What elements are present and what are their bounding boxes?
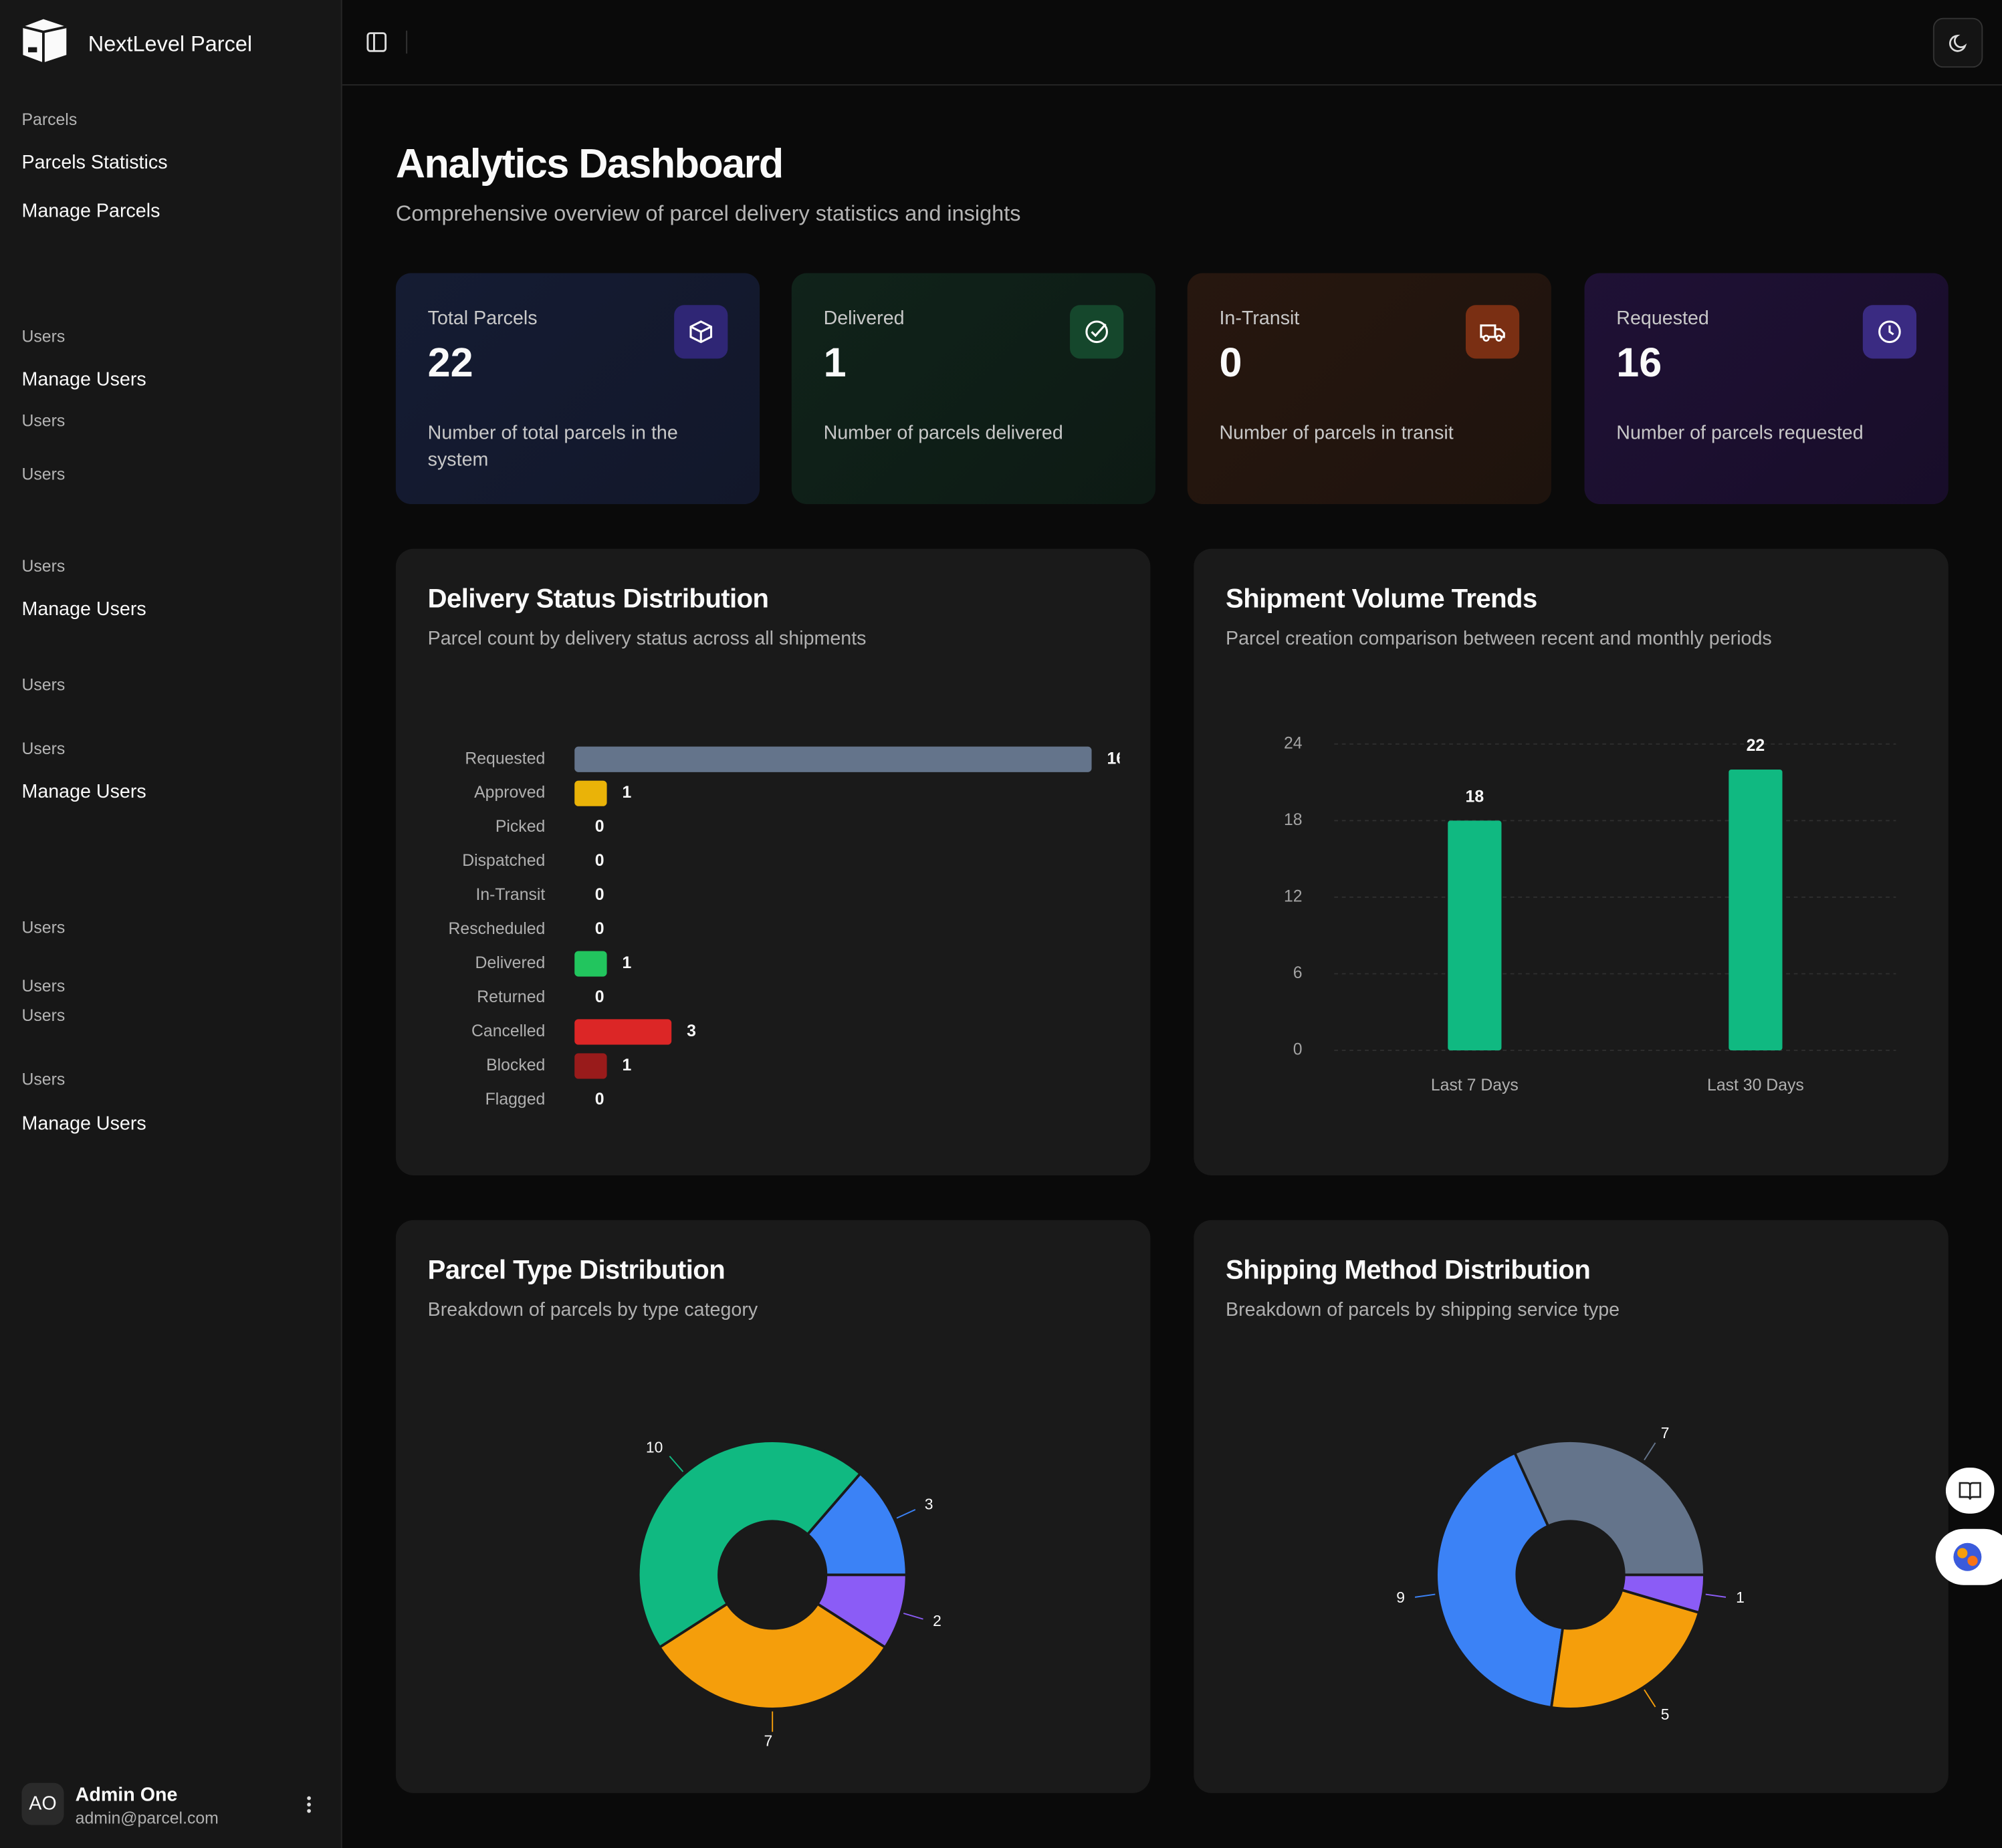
nav-item: Users (21, 326, 66, 346)
chart-subtitle: Breakdown of parcels by shipping service… (1226, 1299, 1620, 1321)
chart-title: Delivery Status Distribution (427, 584, 769, 614)
card-label: Requested (1616, 308, 1709, 330)
stat-card: Delivered 1 Number of parcels delivered (791, 273, 1156, 504)
nav-item: Users (21, 675, 66, 695)
card-label: Delivered (823, 308, 905, 330)
avatar[interactable]: AO (21, 1782, 64, 1825)
user-name: Admin One (75, 1784, 178, 1806)
nav-item[interactable]: Manage Users (21, 598, 146, 620)
nav-item: Users (21, 411, 66, 431)
stat-card: Total Parcels 22 Number of total parcels i… (395, 273, 760, 504)
card-icon (1862, 305, 1917, 359)
logo (22, 19, 67, 63)
brand: NextLevel Parcel (88, 31, 253, 56)
nav-item[interactable]: Manage Users (21, 781, 146, 803)
nav-item[interactable]: Manage Parcels (21, 200, 160, 223)
page-subtitle: Comprehensive overview of parcel deliver… (395, 201, 1021, 226)
nav-item: Users (21, 1006, 66, 1025)
stat-card: Requested 16 Number of parcels requested (1584, 273, 1949, 504)
card-description: Number of parcels in transit (1219, 422, 1454, 445)
nav-item[interactable]: Manage Users (21, 368, 146, 391)
chart-panel: Shipment Volume Trends Parcel creation co… (1194, 548, 1949, 1176)
stat-card: In-Transit 0 Number of parcels in transit (1187, 273, 1551, 504)
sidebar-toggle[interactable] (366, 32, 387, 53)
user-menu[interactable] (299, 1795, 320, 1815)
nav-item: Users (21, 464, 66, 484)
card-label: Total Parcels (427, 308, 538, 330)
card-icon (1070, 305, 1124, 359)
card-value: 16 (1616, 339, 1662, 386)
card-label: In-Transit (1219, 308, 1300, 330)
docs-button[interactable] (1945, 1468, 1995, 1514)
chart-title: Shipment Volume Trends (1226, 584, 1537, 614)
card-description: Number of parcels requested (1616, 422, 1864, 445)
chart-title: Shipping Method Distribution (1226, 1256, 1591, 1286)
chart-subtitle: Parcel count by delivery status across a… (427, 628, 867, 650)
chart-panel: Parcel Type Distribution Breakdown of par… (395, 1220, 1151, 1793)
nav-item: Parcels (21, 110, 78, 129)
theme-toggle[interactable] (1932, 17, 1983, 68)
card-icon (1465, 305, 1520, 359)
page-title: Analytics Dashboard (395, 140, 784, 187)
chart-panel: Shipping Method Distribution Breakdown of… (1194, 1220, 1949, 1793)
nav-item: Users (21, 556, 66, 576)
user-email: admin@parcel.com (75, 1808, 219, 1828)
nav-item: Users (21, 1069, 66, 1089)
nav-item[interactable]: Parcels Statistics (21, 152, 168, 174)
chart-panel: Delivery Status Distribution Parcel count… (395, 548, 1151, 1176)
nav-item: Users (21, 739, 66, 758)
chart-subtitle: Parcel creation comparison between recen… (1226, 628, 1772, 650)
assistant-button[interactable] (1935, 1528, 2002, 1585)
card-value: 22 (427, 339, 473, 386)
sidebar: NextLevel Parcel Parcels Parcels Statisti… (0, 0, 342, 1848)
topbar (342, 0, 2002, 86)
card-value: 1 (823, 339, 847, 386)
nav-item[interactable]: Manage Users (21, 1113, 146, 1135)
card-description: Number of total parcels in the system (427, 422, 678, 471)
nav-item: Users (21, 917, 66, 937)
chart-title: Parcel Type Distribution (427, 1256, 726, 1286)
card-icon (674, 305, 728, 359)
nav-item: Users (21, 976, 66, 996)
card-value: 0 (1219, 339, 1242, 386)
card-description: Number of parcels delivered (823, 422, 1063, 445)
chart-subtitle: Breakdown of parcels by type category (427, 1299, 758, 1321)
